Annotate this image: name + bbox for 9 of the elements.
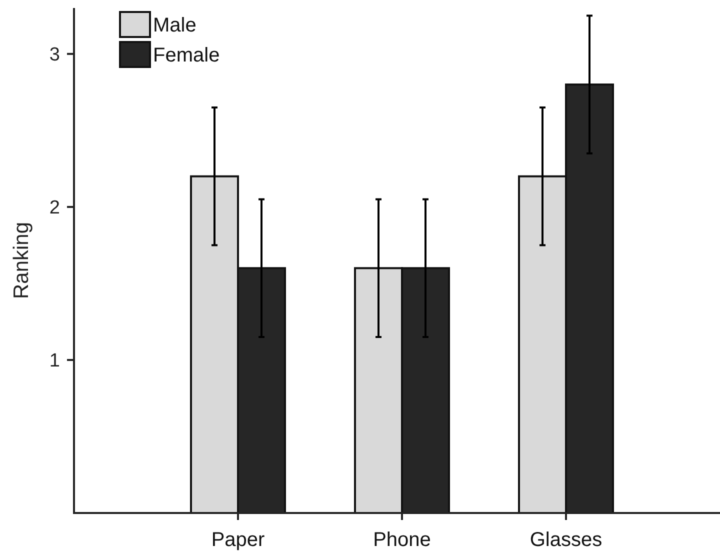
legend-label: Male — [153, 14, 196, 36]
x-tick-label: Paper — [211, 529, 266, 551]
y-tick-label: 1 — [49, 350, 60, 372]
x-tick-label: Glasses — [530, 529, 602, 551]
x-tick-label: Phone — [373, 529, 431, 551]
y-tick-label: 2 — [49, 198, 60, 219]
y-tick-label: 3 — [49, 44, 60, 66]
y-axis-title: Ranking — [10, 222, 33, 300]
legend-label: Female — [153, 44, 220, 66]
